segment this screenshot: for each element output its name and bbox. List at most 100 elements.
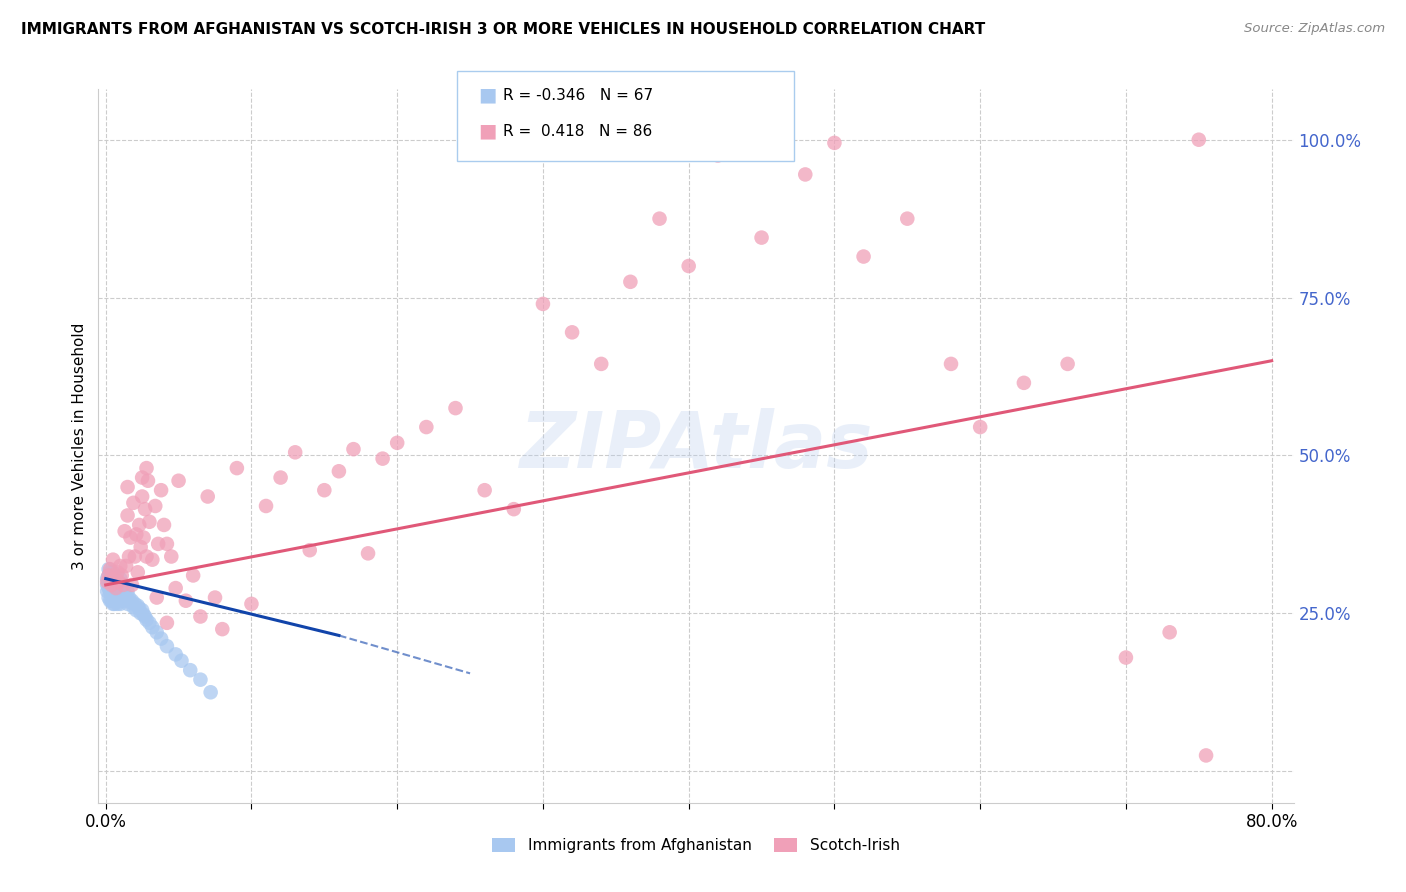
Point <box>1012 376 1035 390</box>
Point <box>141 620 163 634</box>
Point <box>114 524 136 539</box>
Point <box>114 587 136 601</box>
Point <box>112 593 135 607</box>
Point <box>474 483 496 498</box>
Point <box>1195 748 1218 763</box>
Point <box>105 574 128 589</box>
Point <box>101 574 124 589</box>
Point <box>128 601 150 615</box>
Point <box>648 211 671 226</box>
Text: R =  0.418   N = 86: R = 0.418 N = 86 <box>503 124 652 138</box>
Point <box>328 464 350 478</box>
Point <box>174 593 197 607</box>
Point <box>896 211 918 226</box>
Point <box>138 515 160 529</box>
Point <box>138 615 160 630</box>
Text: ■: ■ <box>478 121 496 141</box>
Point <box>112 578 135 592</box>
Point <box>117 508 139 523</box>
Point <box>385 435 409 450</box>
Point <box>225 461 247 475</box>
Point <box>939 357 962 371</box>
Point <box>127 566 149 580</box>
Text: ■: ■ <box>478 86 496 105</box>
Point <box>108 589 131 603</box>
Point <box>104 572 127 586</box>
Point <box>115 559 138 574</box>
Point <box>561 326 583 340</box>
Point <box>141 552 163 566</box>
Point <box>100 578 122 592</box>
Point <box>110 572 132 586</box>
Point <box>444 401 467 416</box>
Point <box>97 591 120 605</box>
Point <box>129 607 152 621</box>
Point <box>135 549 157 564</box>
Point <box>127 599 149 613</box>
Point <box>98 578 121 592</box>
Point <box>134 609 156 624</box>
Point <box>103 587 125 601</box>
Point <box>101 552 124 566</box>
Point <box>170 654 193 668</box>
Point <box>136 474 159 488</box>
Text: Source: ZipAtlas.com: Source: ZipAtlas.com <box>1244 22 1385 36</box>
Point <box>110 559 132 574</box>
Point <box>132 531 155 545</box>
Point <box>115 591 138 605</box>
Point <box>794 168 817 182</box>
Point <box>148 537 170 551</box>
Text: ZIPAtlas: ZIPAtlas <box>519 408 873 484</box>
Y-axis label: 3 or more Vehicles in Household: 3 or more Vehicles in Household <box>72 322 87 570</box>
Point <box>135 461 157 475</box>
Point <box>125 527 148 541</box>
Point <box>98 593 121 607</box>
Point <box>531 297 554 311</box>
Point <box>143 499 166 513</box>
Point <box>100 574 122 589</box>
Point <box>118 591 141 605</box>
Point <box>131 490 153 504</box>
Point <box>156 639 179 653</box>
Point <box>153 517 176 532</box>
Point <box>156 615 179 630</box>
Point <box>118 549 141 564</box>
Point <box>156 537 179 551</box>
Point <box>96 578 118 592</box>
Point <box>1159 625 1181 640</box>
Point <box>111 568 134 582</box>
Point <box>160 549 183 564</box>
Text: IMMIGRANTS FROM AFGHANISTAN VS SCOTCH-IRISH 3 OR MORE VEHICLES IN HOUSEHOLD CORR: IMMIGRANTS FROM AFGHANISTAN VS SCOTCH-IR… <box>21 22 986 37</box>
Point <box>134 502 156 516</box>
Point <box>125 603 148 617</box>
Point <box>98 562 121 576</box>
Point <box>121 578 143 592</box>
Point <box>97 581 120 595</box>
Point <box>110 584 132 599</box>
Point <box>357 546 380 560</box>
Point <box>96 572 118 586</box>
Point <box>150 483 173 498</box>
Point <box>314 483 336 498</box>
Point <box>197 490 219 504</box>
Point <box>103 597 125 611</box>
Point <box>105 584 128 599</box>
Point <box>969 420 991 434</box>
Point <box>129 540 152 554</box>
Point <box>211 622 233 636</box>
Point <box>1188 133 1211 147</box>
Point <box>105 597 128 611</box>
Point <box>108 578 131 592</box>
Point <box>591 357 613 371</box>
Point <box>108 574 131 589</box>
Point <box>240 597 263 611</box>
Point <box>619 275 641 289</box>
Point <box>124 549 146 564</box>
Point <box>678 259 700 273</box>
Point <box>124 597 146 611</box>
Point <box>105 566 128 580</box>
Point <box>145 625 167 640</box>
Point <box>96 574 118 589</box>
Point <box>200 685 222 699</box>
Point <box>131 603 153 617</box>
